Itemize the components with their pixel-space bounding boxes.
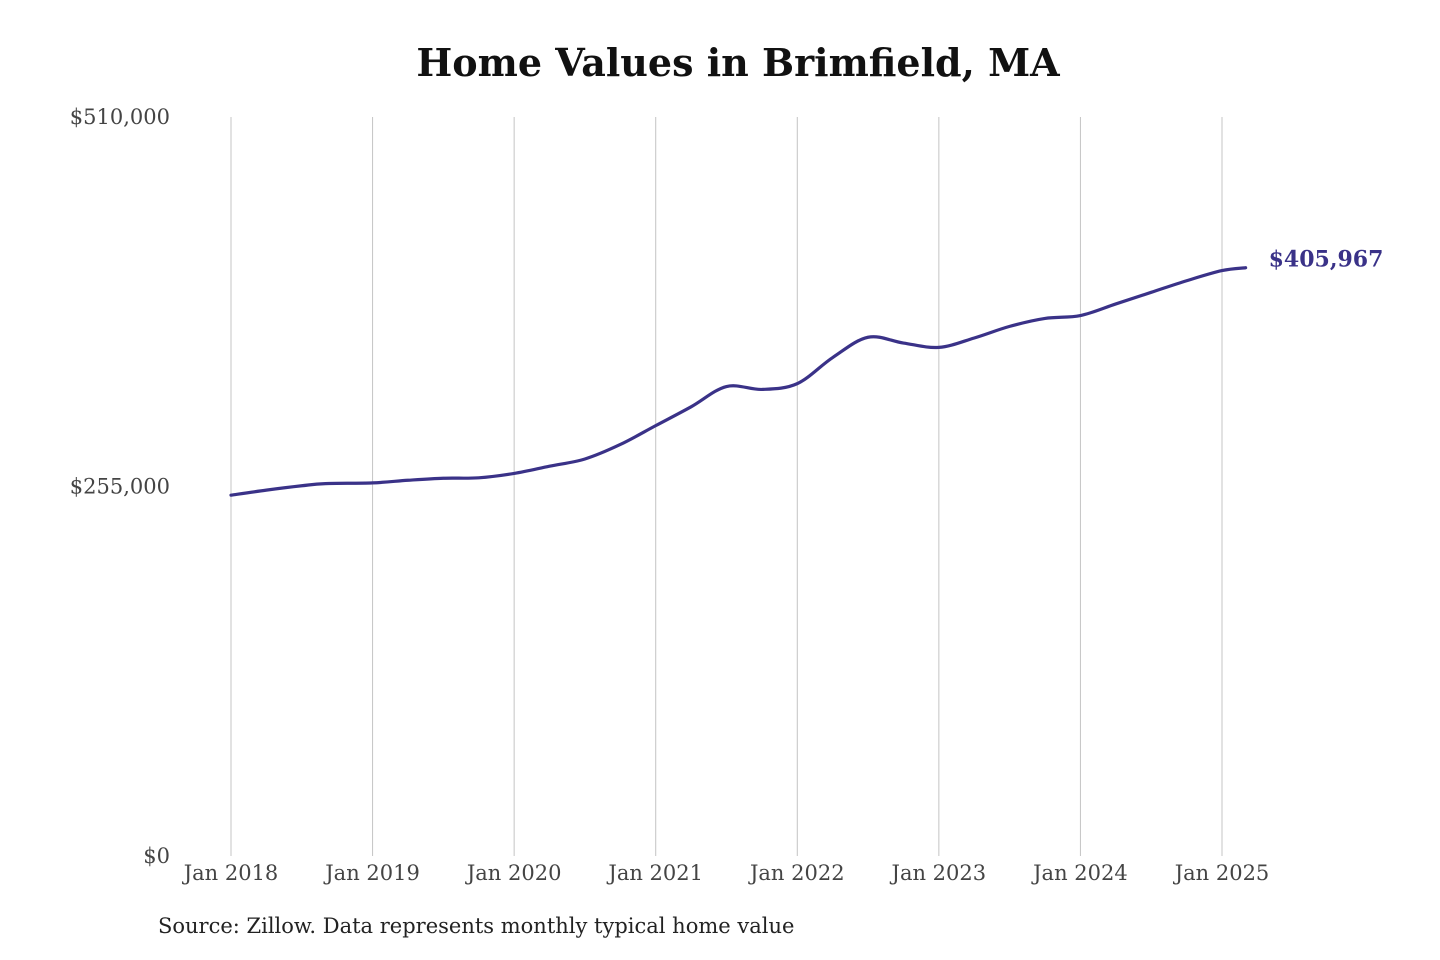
x-axis-ticks: Jan 2018 Jan 2019 Jan 2020 Jan 2021 Jan 2022… xyxy=(182,861,1270,885)
x-tick-label: Jan 2024 xyxy=(1031,861,1128,885)
series-line xyxy=(229,266,1248,497)
x-tick-label: Jan 2020 xyxy=(465,861,562,885)
x-tick-label: Jan 2019 xyxy=(323,861,420,885)
x-tick-label: Jan 2023 xyxy=(890,861,987,885)
x-tick-label: Jan 2022 xyxy=(748,861,845,885)
x-tick-label: Jan 2021 xyxy=(606,861,703,885)
y-axis-ticks: $0 $255,000 $510,000 xyxy=(70,105,170,868)
end-value-label: $405,967 xyxy=(1269,247,1384,273)
data-labels: $405,967 xyxy=(1269,247,1384,273)
y-tick-label: $0 xyxy=(143,844,170,868)
gridlines xyxy=(230,117,1223,856)
y-tick-label: $510,000 xyxy=(70,105,170,129)
chart-title: Home Values in Brimfield, MA xyxy=(416,40,1060,85)
x-tick-label: Jan 2025 xyxy=(1173,861,1270,885)
series-layer xyxy=(229,266,1248,497)
y-tick-label: $255,000 xyxy=(70,475,170,499)
source-note: Source: Zillow. Data represents monthly … xyxy=(158,914,795,938)
x-tick-label: Jan 2018 xyxy=(182,861,279,885)
